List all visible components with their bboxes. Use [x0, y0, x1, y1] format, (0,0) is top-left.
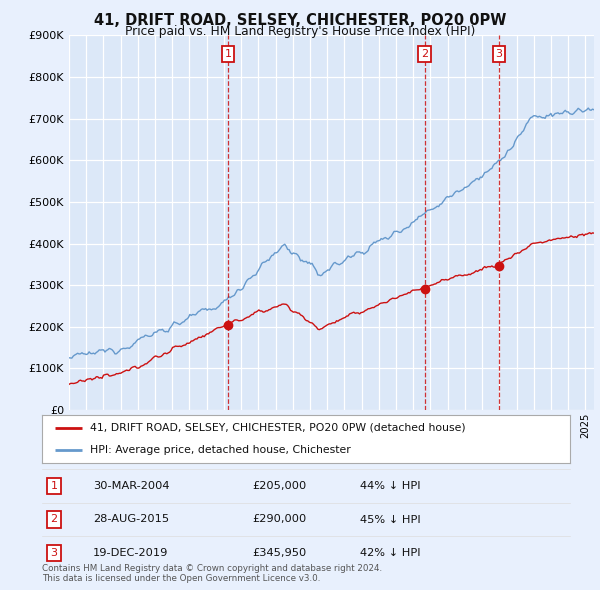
- Text: 44% ↓ HPI: 44% ↓ HPI: [360, 481, 421, 491]
- Text: 1: 1: [50, 481, 58, 491]
- Text: 3: 3: [496, 49, 502, 59]
- Text: 3: 3: [50, 548, 58, 558]
- Text: 42% ↓ HPI: 42% ↓ HPI: [360, 548, 421, 558]
- Text: 2: 2: [421, 49, 428, 59]
- Text: 45% ↓ HPI: 45% ↓ HPI: [360, 514, 421, 525]
- Text: £290,000: £290,000: [252, 514, 306, 525]
- Text: HPI: Average price, detached house, Chichester: HPI: Average price, detached house, Chic…: [89, 445, 350, 455]
- Text: 19-DEC-2019: 19-DEC-2019: [93, 548, 169, 558]
- Text: 41, DRIFT ROAD, SELSEY, CHICHESTER, PO20 0PW (detached house): 41, DRIFT ROAD, SELSEY, CHICHESTER, PO20…: [89, 423, 465, 433]
- Text: 1: 1: [224, 49, 232, 59]
- Text: Contains HM Land Registry data © Crown copyright and database right 2024.
This d: Contains HM Land Registry data © Crown c…: [42, 563, 382, 583]
- Text: 28-AUG-2015: 28-AUG-2015: [93, 514, 169, 525]
- Text: 2: 2: [50, 514, 58, 525]
- Text: £205,000: £205,000: [252, 481, 306, 491]
- Text: Price paid vs. HM Land Registry's House Price Index (HPI): Price paid vs. HM Land Registry's House …: [125, 25, 475, 38]
- Text: 30-MAR-2004: 30-MAR-2004: [93, 481, 170, 491]
- Text: 41, DRIFT ROAD, SELSEY, CHICHESTER, PO20 0PW: 41, DRIFT ROAD, SELSEY, CHICHESTER, PO20…: [94, 13, 506, 28]
- Text: £345,950: £345,950: [252, 548, 306, 558]
